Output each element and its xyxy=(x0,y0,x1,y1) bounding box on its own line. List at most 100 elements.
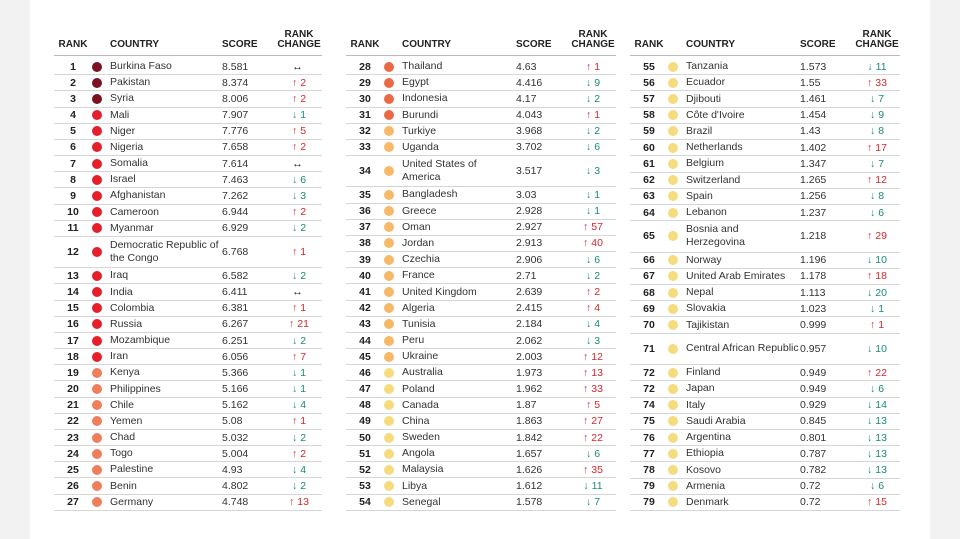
rank-change-cell: ↑ 5 xyxy=(570,399,616,411)
score-cell: 4.63 xyxy=(516,60,537,73)
rank-cell: 3 xyxy=(70,92,76,105)
tier-dot-icon xyxy=(668,343,678,354)
rank-change-value: 2 xyxy=(300,269,307,282)
country-cell: Libya xyxy=(402,479,428,492)
tier-dot-icon xyxy=(92,174,102,185)
tier-dot-icon xyxy=(92,303,102,314)
tier-dot-icon xyxy=(668,61,678,72)
rank-cell: 31 xyxy=(359,109,371,122)
table-row: 23 Chad 5.032 ↓ 2 xyxy=(54,430,322,447)
score-cell: 6.411 xyxy=(222,286,248,298)
score-cell: 7.614 xyxy=(222,157,249,170)
rank-change-cell: ↓ 3 xyxy=(570,165,616,177)
rank-change-value: 17 xyxy=(875,141,887,154)
score-cell: 8.581 xyxy=(222,60,249,73)
score-cell: 0.782 xyxy=(800,464,827,477)
table-row: 58 Côte d'Ivoire 1.454 ↓ 9 xyxy=(630,108,900,124)
country-cell: Chad xyxy=(110,431,136,444)
rank-change-cell: ↑ 57 xyxy=(570,221,616,233)
tier-dot-icon xyxy=(384,61,394,72)
rank-cell: 22 xyxy=(67,415,79,428)
rank-cell: 48 xyxy=(359,399,371,412)
rank-change-value: 4 xyxy=(594,302,601,315)
tier-dot-icon xyxy=(384,142,394,153)
rank-cell: 11 xyxy=(67,222,79,235)
tier-dot-icon xyxy=(92,158,102,169)
arrow-down-icon: ↓ xyxy=(291,480,298,493)
arrow-down-icon: ↓ xyxy=(867,399,873,412)
country-cell: Denmark xyxy=(686,495,729,508)
table-row: 46 Australia 1.973 ↑ 13 xyxy=(346,365,616,382)
score-cell: 1.196 xyxy=(800,254,827,267)
tier-dot-icon xyxy=(92,497,102,508)
arrow-down-icon: ↓ xyxy=(291,463,298,476)
arrow-up-icon: ↑ xyxy=(583,221,589,234)
tier-dot-icon xyxy=(668,303,678,314)
country-cell: Bosnia and Herzegovina xyxy=(686,223,745,249)
country-cell: Djibouti xyxy=(686,92,722,105)
rank-change-value: 4 xyxy=(300,399,307,412)
rank-cell: 72 xyxy=(643,366,655,379)
table-row: 27 Germany 4.748 ↑ 13 xyxy=(54,495,322,511)
country-cell: Iraq xyxy=(110,269,129,282)
rank-change-cell: ↓ 8 xyxy=(854,125,900,137)
score-cell: 1.87 xyxy=(516,399,537,412)
rank-cell: 36 xyxy=(359,205,371,218)
arrow-down-icon: ↓ xyxy=(585,141,592,154)
country-cell: Kosovo xyxy=(686,463,722,476)
rank-change-cell: ↑ 2 xyxy=(276,77,322,89)
table-row: 65 Bosnia and Herzegovina 1.218 ↑ 29 xyxy=(630,221,900,253)
score-cell: 1.265 xyxy=(800,174,827,187)
country-cell: Poland xyxy=(402,382,435,395)
table-row: 7 Somalia 7.614 ↔ xyxy=(54,156,322,173)
country-cell: Thailand xyxy=(402,60,443,73)
table-row: 39 Czechia 2.906 ↓ 6 xyxy=(346,252,616,269)
tier-dot-icon xyxy=(384,238,394,249)
rank-cell: 77 xyxy=(643,447,655,460)
country-cell: Greece xyxy=(402,204,437,217)
arrow-down-icon: ↓ xyxy=(583,480,589,493)
rank-change-value: 2 xyxy=(594,286,601,298)
rank-cell: 17 xyxy=(67,334,79,347)
tier-dot-icon xyxy=(384,464,394,475)
score-cell: 7.658 xyxy=(222,141,249,154)
tier-dot-icon xyxy=(668,158,678,169)
rank-cell: 70 xyxy=(643,319,655,332)
rank-change-value: 33 xyxy=(875,76,887,89)
country-header: COUNTRY xyxy=(110,39,160,50)
arrow-down-icon: ↓ xyxy=(867,415,873,428)
rank-header: RANK xyxy=(350,39,380,50)
arrow-up-icon: ↑ xyxy=(585,302,592,315)
table-body: 1 Burkina Faso 8.581 ↔ 2 Pakistan 8.374 ↑ 2 3 Syri… xyxy=(54,59,322,511)
rank-change-cell: ↑ 17 xyxy=(854,142,900,154)
score-cell: 3.702 xyxy=(516,141,543,154)
rank-cell: 20 xyxy=(67,383,79,396)
table-row: 78 Kosovo 0.782 ↓ 13 xyxy=(630,462,900,479)
country-cell: Malaysia xyxy=(402,463,444,476)
country-cell: Mozambique xyxy=(110,334,171,347)
tier-dot-icon xyxy=(384,400,394,411)
arrow-down-icon: ↓ xyxy=(291,334,298,347)
arrow-up-icon: ↑ xyxy=(291,92,298,105)
tier-dot-icon xyxy=(384,206,394,217)
table-row: 56 Ecuador 1.55 ↑ 33 xyxy=(630,75,900,92)
rank-change-cell: ↓ 4 xyxy=(276,464,322,476)
table-row: 16 Russia 6.267 ↑ 21 xyxy=(54,317,322,333)
rank-cell: 24 xyxy=(67,447,79,460)
arrow-down-icon: ↓ xyxy=(585,269,592,282)
score-cell: 1.347 xyxy=(800,157,827,170)
country-cell: Switzerland xyxy=(686,173,741,186)
rank-change-value: 2 xyxy=(300,222,307,235)
rank-change-value: 1 xyxy=(300,109,307,122)
arrow-up-icon: ↑ xyxy=(583,463,589,476)
tier-dot-icon xyxy=(92,126,102,137)
rank-change-cell: ↑ 1 xyxy=(570,109,616,121)
tier-dot-icon xyxy=(668,320,678,331)
arrow-up-icon: ↑ xyxy=(291,246,298,259)
rank-cell: 33 xyxy=(359,141,371,154)
rank-change-cell: ↑ 40 xyxy=(570,237,616,249)
tier-dot-icon xyxy=(384,77,394,88)
arrow-up-icon: ↑ xyxy=(583,383,589,396)
rank-change-value: 12 xyxy=(875,174,887,187)
table-row: 34 United States of America 3.517 ↓ 3 xyxy=(346,156,616,188)
